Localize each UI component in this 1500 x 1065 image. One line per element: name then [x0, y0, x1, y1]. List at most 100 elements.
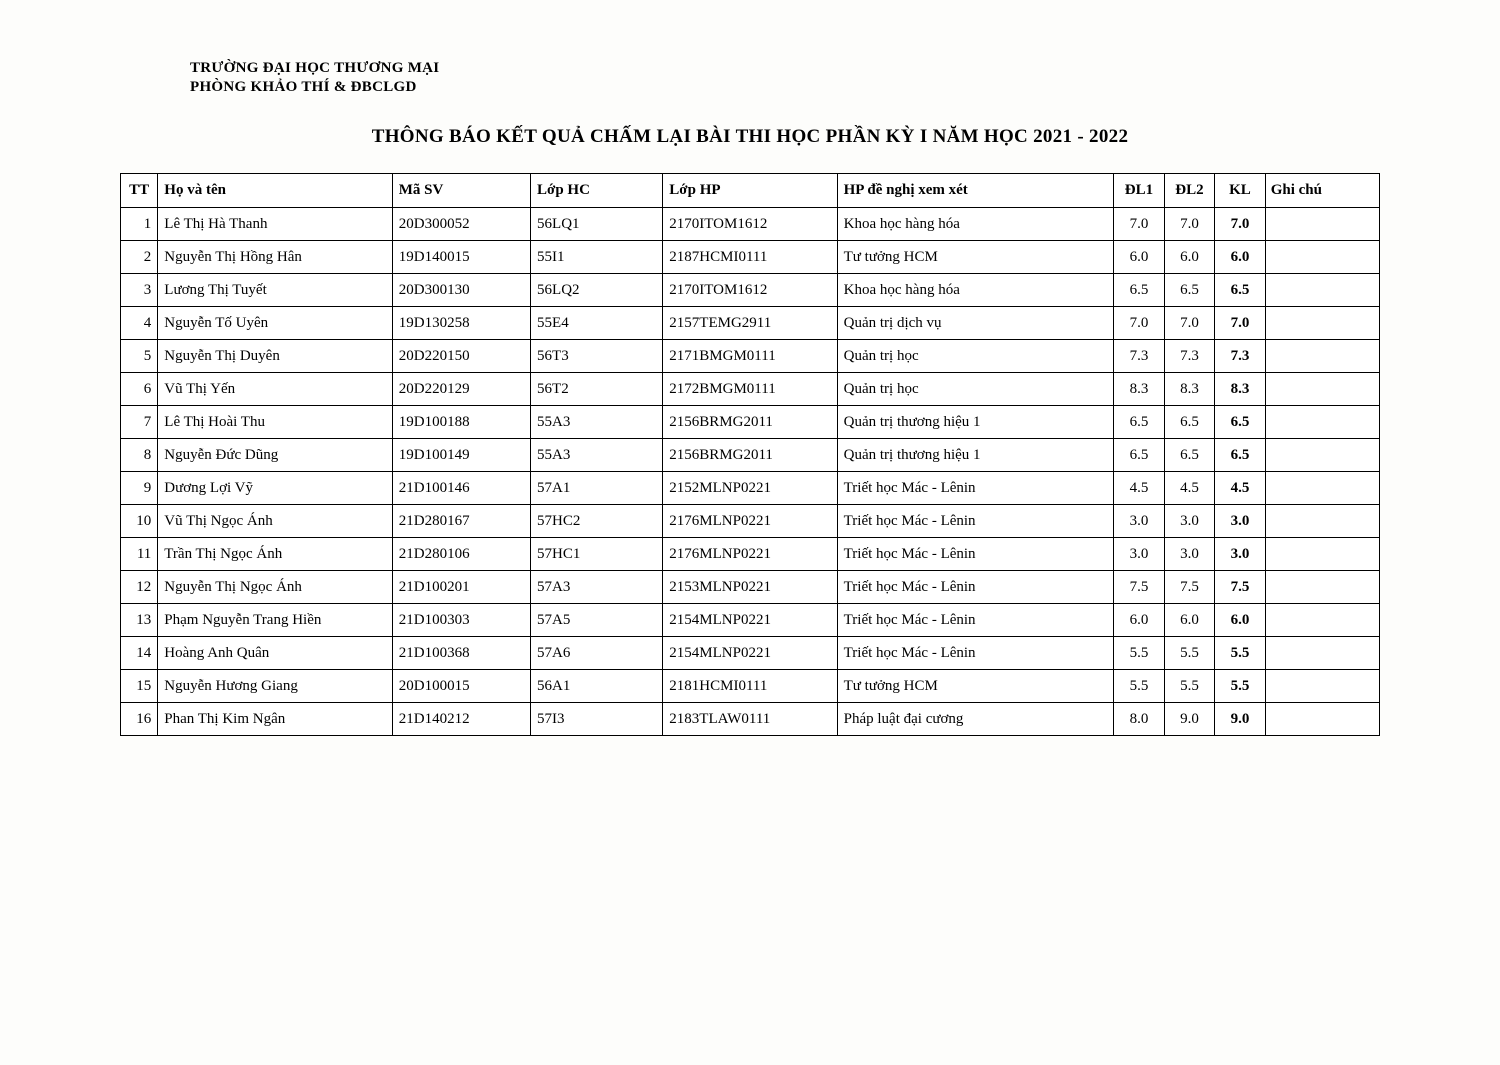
cell-lophp: 2154MLNP0221 [663, 637, 837, 670]
cell-dl1: 6.5 [1114, 274, 1165, 307]
cell-tt: 1 [121, 208, 158, 241]
cell-masv: 19D100149 [392, 439, 530, 472]
col-header-lophc: Lớp HC [531, 174, 663, 208]
cell-ghichu [1265, 241, 1379, 274]
results-table: TT Họ và tên Mã SV Lớp HC Lớp HP HP đề n… [120, 173, 1380, 736]
cell-hoten: Nguyễn Đức Dũng [158, 439, 392, 472]
document-header: TRƯỜNG ĐẠI HỌC THƯƠNG MẠI PHÒNG KHẢO THÍ… [190, 60, 1380, 96]
col-header-dl1: ĐL1 [1114, 174, 1165, 208]
cell-hp: Quản trị học [837, 373, 1114, 406]
cell-dl2: 6.5 [1164, 274, 1215, 307]
cell-ghichu [1265, 274, 1379, 307]
cell-hp: Quản trị thương hiệu 1 [837, 406, 1114, 439]
cell-dl1: 6.0 [1114, 604, 1165, 637]
cell-ghichu [1265, 340, 1379, 373]
cell-dl1: 8.0 [1114, 703, 1165, 736]
document-title: THÔNG BÁO KẾT QUẢ CHẤM LẠI BÀI THI HỌC P… [120, 126, 1380, 148]
cell-hp: Quản trị dịch vụ [837, 307, 1114, 340]
cell-masv: 19D130258 [392, 307, 530, 340]
table-row: 16Phan Thị Kim Ngân21D14021257I32183TLAW… [121, 703, 1380, 736]
cell-masv: 21D280106 [392, 538, 530, 571]
col-header-tt: TT [121, 174, 158, 208]
cell-masv: 21D100146 [392, 472, 530, 505]
cell-hp: Tư tưởng HCM [837, 670, 1114, 703]
cell-dl1: 4.5 [1114, 472, 1165, 505]
cell-dl1: 3.0 [1114, 538, 1165, 571]
cell-lophc: 57A6 [531, 637, 663, 670]
cell-tt: 7 [121, 406, 158, 439]
col-header-lophp: Lớp HP [663, 174, 837, 208]
cell-kl: 3.0 [1215, 505, 1266, 538]
table-row: 15Nguyễn Hương Giang20D10001556A12181HCM… [121, 670, 1380, 703]
col-header-dl2: ĐL2 [1164, 174, 1215, 208]
cell-ghichu [1265, 439, 1379, 472]
cell-tt: 12 [121, 571, 158, 604]
cell-lophp: 2183TLAW0111 [663, 703, 837, 736]
cell-dl1: 3.0 [1114, 505, 1165, 538]
cell-hp: Quản trị học [837, 340, 1114, 373]
cell-lophc: 55A3 [531, 406, 663, 439]
cell-lophp: 2176MLNP0221 [663, 538, 837, 571]
table-row: 10Vũ Thị Ngọc Ánh21D28016757HC22176MLNP0… [121, 505, 1380, 538]
cell-ghichu [1265, 406, 1379, 439]
cell-dl2: 4.5 [1164, 472, 1215, 505]
cell-dl1: 7.5 [1114, 571, 1165, 604]
col-header-ghichu: Ghi chú [1265, 174, 1379, 208]
cell-masv: 21D100303 [392, 604, 530, 637]
cell-masv: 20D220150 [392, 340, 530, 373]
cell-masv: 20D300052 [392, 208, 530, 241]
col-header-kl: KL [1215, 174, 1266, 208]
table-body: 1Lê Thị Hà Thanh20D30005256LQ12170ITOM16… [121, 208, 1380, 736]
cell-dl1: 6.0 [1114, 241, 1165, 274]
cell-hoten: Nguyễn Hương Giang [158, 670, 392, 703]
cell-hp: Triết học Mác - Lênin [837, 538, 1114, 571]
cell-lophc: 57A1 [531, 472, 663, 505]
cell-dl1: 7.0 [1114, 307, 1165, 340]
cell-ghichu [1265, 373, 1379, 406]
cell-ghichu [1265, 307, 1379, 340]
col-header-hoten: Họ và tên [158, 174, 392, 208]
cell-dl1: 6.5 [1114, 406, 1165, 439]
cell-tt: 16 [121, 703, 158, 736]
table-row: 11Trần Thị Ngọc Ánh21D28010657HC12176MLN… [121, 538, 1380, 571]
cell-masv: 21D280167 [392, 505, 530, 538]
cell-dl1: 8.3 [1114, 373, 1165, 406]
cell-kl: 7.5 [1215, 571, 1266, 604]
cell-ghichu [1265, 472, 1379, 505]
table-row: 12Nguyễn Thị Ngọc Ánh21D10020157A32153ML… [121, 571, 1380, 604]
cell-lophc: 57HC1 [531, 538, 663, 571]
cell-ghichu [1265, 604, 1379, 637]
cell-hoten: Dương Lợi Vỹ [158, 472, 392, 505]
cell-masv: 19D140015 [392, 241, 530, 274]
cell-kl: 3.0 [1215, 538, 1266, 571]
cell-kl: 7.3 [1215, 340, 1266, 373]
cell-dl2: 3.0 [1164, 505, 1215, 538]
cell-hp: Khoa học hàng hóa [837, 208, 1114, 241]
cell-masv: 20D300130 [392, 274, 530, 307]
cell-tt: 5 [121, 340, 158, 373]
cell-kl: 8.3 [1215, 373, 1266, 406]
cell-kl: 6.0 [1215, 241, 1266, 274]
cell-kl: 7.0 [1215, 208, 1266, 241]
university-name: TRƯỜNG ĐẠI HỌC THƯƠNG MẠI [190, 60, 1380, 77]
cell-hp: Triết học Mác - Lênin [837, 571, 1114, 604]
cell-hoten: Vũ Thị Ngọc Ánh [158, 505, 392, 538]
table-row: 3Lương Thị Tuyết20D30013056LQ22170ITOM16… [121, 274, 1380, 307]
cell-lophc: 55A3 [531, 439, 663, 472]
cell-kl: 6.5 [1215, 406, 1266, 439]
cell-hoten: Phạm Nguyễn Trang Hiền [158, 604, 392, 637]
table-row: 14Hoàng Anh Quân21D10036857A62154MLNP022… [121, 637, 1380, 670]
cell-hoten: Vũ Thị Yến [158, 373, 392, 406]
cell-dl2: 6.5 [1164, 406, 1215, 439]
cell-lophp: 2156BRMG2011 [663, 406, 837, 439]
cell-lophp: 2170ITOM1612 [663, 274, 837, 307]
cell-hp: Triết học Mác - Lênin [837, 637, 1114, 670]
cell-dl2: 9.0 [1164, 703, 1215, 736]
cell-masv: 19D100188 [392, 406, 530, 439]
table-header: TT Họ và tên Mã SV Lớp HC Lớp HP HP đề n… [121, 174, 1380, 208]
cell-tt: 14 [121, 637, 158, 670]
cell-ghichu [1265, 571, 1379, 604]
cell-lophp: 2171BMGM0111 [663, 340, 837, 373]
cell-lophc: 57A3 [531, 571, 663, 604]
cell-dl2: 7.3 [1164, 340, 1215, 373]
